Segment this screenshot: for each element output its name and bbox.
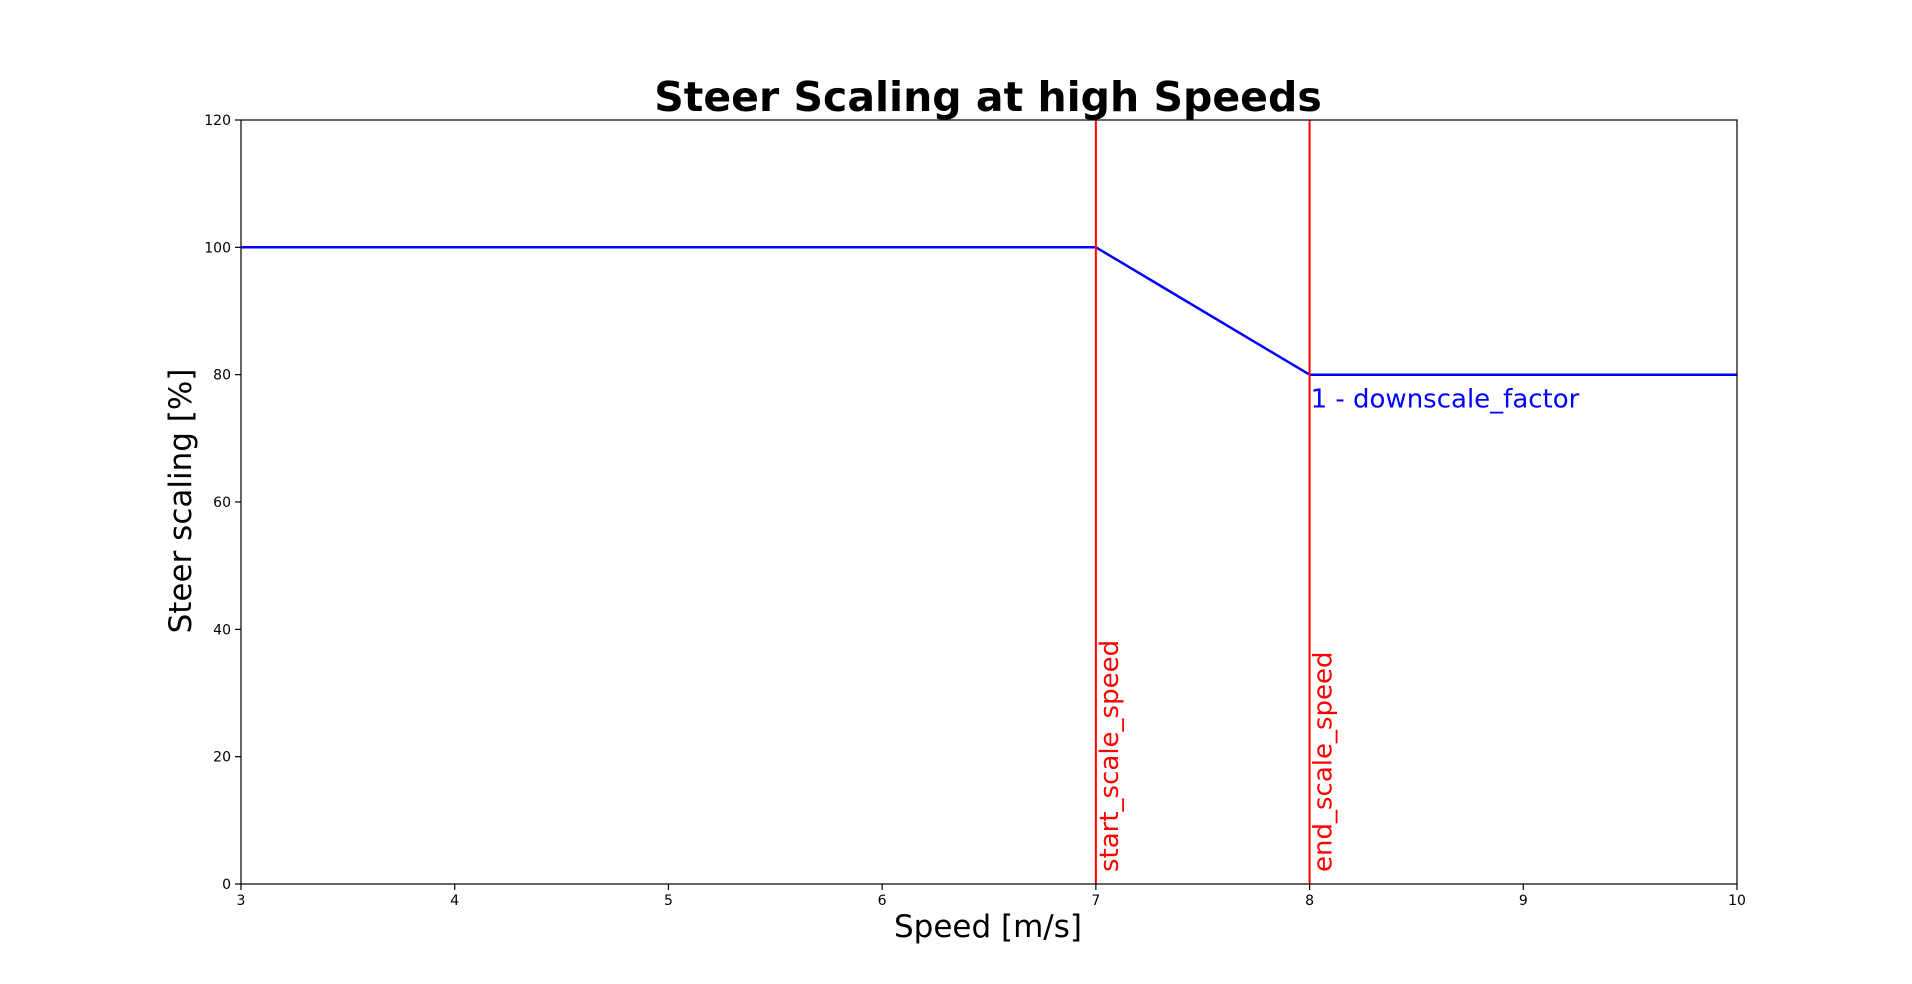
annotation-0: 1 - downscale_factor — [1311, 385, 1580, 415]
y-tick-label-6: 120 — [204, 113, 231, 129]
x-tick-label-3: 6 — [878, 893, 887, 909]
x-tick-label-7: 10 — [1728, 893, 1746, 909]
chart-title: Steer Scaling at high Speeds — [654, 73, 1322, 121]
x-tick-label-0: 3 — [237, 893, 246, 909]
vline-label-0: start_scale_speed — [1095, 640, 1125, 872]
x-tick-label-5: 8 — [1305, 893, 1314, 909]
x-axis-label: Speed [m/s] — [894, 909, 1082, 945]
x-tick-label-2: 5 — [664, 893, 673, 909]
y-tick-label-3: 60 — [213, 495, 231, 511]
plot-area: start_scale_speed end_scale_speed 1 - down… — [204, 113, 1746, 909]
y-tick-label-1: 20 — [213, 750, 231, 766]
y-axis-label: Steer scaling [%] — [163, 369, 199, 634]
y-tick-label-0: 0 — [222, 877, 231, 893]
y-tick-label-5: 100 — [204, 240, 231, 256]
x-tick-label-1: 4 — [450, 893, 459, 909]
x-tick-label-4: 7 — [1091, 893, 1100, 909]
x-tick-label-6: 9 — [1519, 893, 1528, 909]
vline-label-1: end_scale_speed — [1309, 651, 1339, 872]
y-tick-label-2: 40 — [213, 622, 231, 638]
series-line-0 — [241, 246, 1737, 376]
y-tick-label-4: 80 — [213, 368, 231, 384]
